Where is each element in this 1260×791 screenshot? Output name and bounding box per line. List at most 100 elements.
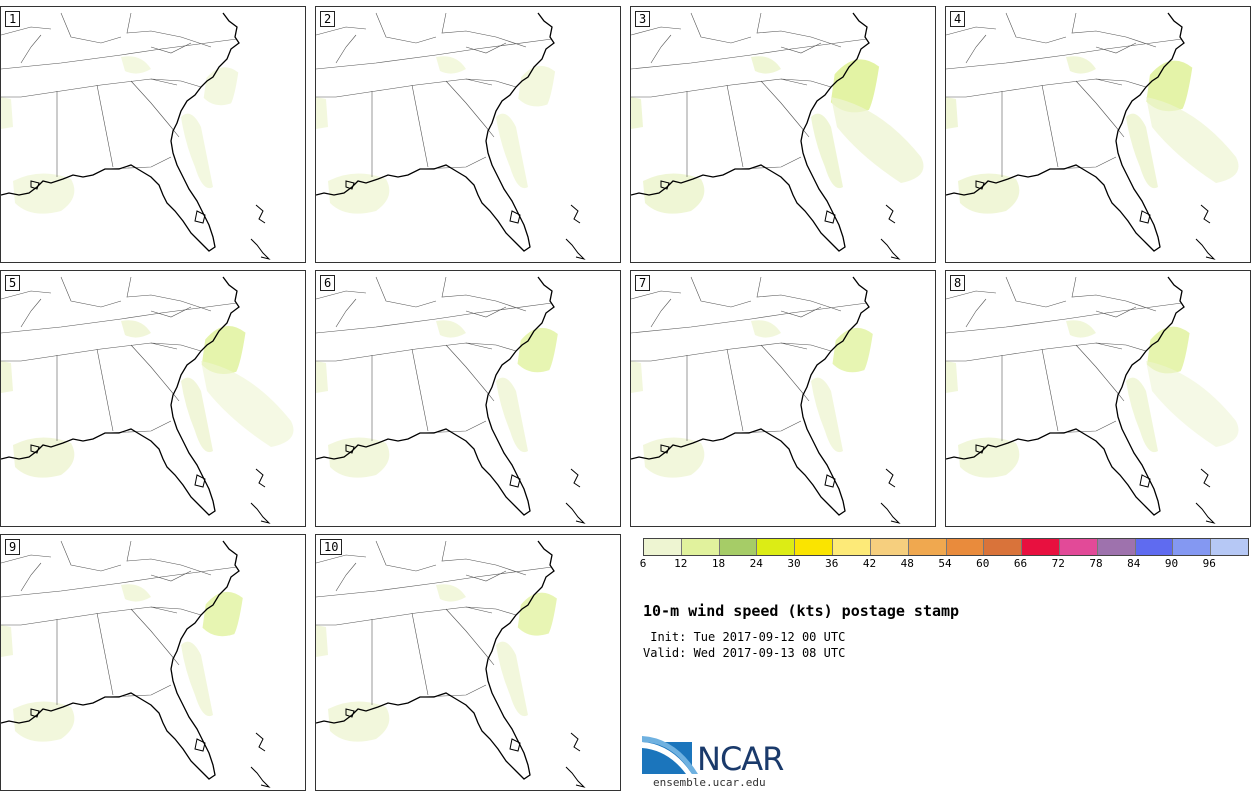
- wind-swath: [811, 113, 843, 189]
- state-boundary: [96, 348, 114, 432]
- island-outline: [660, 180, 670, 190]
- island-outline: [880, 238, 901, 260]
- wind-swath: [946, 97, 958, 129]
- colorbar-tick-label: 36: [825, 557, 839, 570]
- wind-swath: [316, 361, 328, 393]
- state-boundary: [946, 38, 1183, 70]
- state-boundary: [734, 420, 802, 434]
- state-boundary: [465, 42, 507, 54]
- map-panel-6: 6: [315, 270, 621, 527]
- state-boundary: [1095, 78, 1123, 86]
- state-boundary: [130, 80, 180, 138]
- island-outline: [975, 180, 985, 190]
- island-outline: [30, 708, 40, 718]
- colorbar-swatch: [757, 539, 796, 555]
- state-boundary: [445, 344, 495, 402]
- wind-swath: [13, 701, 75, 742]
- state-boundary: [946, 26, 997, 36]
- state-boundary: [1071, 12, 1157, 48]
- state-boundary: [20, 34, 42, 64]
- state-boundary: [150, 42, 192, 54]
- map-panel-3-plot: [631, 12, 924, 260]
- island-outline: [509, 210, 521, 224]
- state-boundary: [965, 342, 1147, 362]
- state-boundary: [150, 306, 192, 318]
- state-boundary: [335, 34, 357, 64]
- colorbar-tick-label: 48: [900, 557, 914, 570]
- colorbar-tick-label: 30: [787, 557, 801, 570]
- island-outline: [194, 474, 206, 488]
- state-boundary: [20, 78, 202, 98]
- wind-swath: [631, 361, 643, 393]
- state-boundary: [375, 540, 437, 572]
- wind-swath: [1066, 56, 1096, 74]
- wind-swath-offshore: [1146, 361, 1239, 447]
- state-boundary: [20, 342, 202, 362]
- coastline: [1, 12, 240, 252]
- island-outline: [824, 474, 836, 488]
- state-boundary: [965, 298, 987, 328]
- colorbar-tick-label: 78: [1089, 557, 1103, 570]
- island-outline: [660, 444, 670, 454]
- state-boundary: [96, 612, 114, 696]
- map-panel-5: 5: [0, 270, 306, 527]
- state-boundary: [20, 562, 42, 592]
- state-boundary: [1, 554, 52, 564]
- state-boundary: [650, 342, 832, 362]
- state-boundary: [946, 302, 1183, 334]
- colorbar-swatch: [719, 539, 758, 555]
- island-outline: [824, 210, 836, 224]
- state-boundary: [126, 540, 212, 576]
- island-outline: [1200, 204, 1211, 224]
- wind-swath: [316, 625, 328, 657]
- island-outline: [194, 738, 206, 752]
- map-panel-8: 8: [945, 270, 1251, 527]
- state-boundary: [316, 302, 553, 334]
- state-boundary: [780, 306, 822, 318]
- map-panel-1: 1: [0, 6, 306, 263]
- island-outline: [250, 766, 271, 788]
- state-boundary: [316, 290, 367, 300]
- init-time: Init: Tue 2017-09-12 00 UTC: [643, 630, 846, 644]
- wind-swath: [751, 320, 781, 338]
- wind-swath: [316, 97, 328, 129]
- state-boundary: [20, 606, 202, 626]
- island-outline: [250, 502, 271, 524]
- state-boundary: [1, 290, 52, 300]
- colorbar-tick-label: 96: [1202, 557, 1216, 570]
- wind-swath: [958, 437, 1020, 478]
- state-boundary: [465, 606, 493, 614]
- wind-swath: [203, 67, 239, 106]
- wind-swath: [121, 56, 151, 74]
- colorbar-swatch: [908, 539, 947, 555]
- wind-swath: [328, 173, 390, 214]
- state-boundary: [946, 290, 997, 300]
- island-outline: [885, 204, 896, 224]
- island-outline: [1195, 238, 1216, 260]
- state-boundary: [965, 34, 987, 64]
- wind-swath: [1, 361, 13, 393]
- state-boundary: [1075, 344, 1125, 402]
- state-boundary: [130, 344, 180, 402]
- panel-number: 6: [320, 275, 336, 291]
- state-boundary: [690, 276, 752, 308]
- map-panel-1-plot: [1, 12, 271, 260]
- island-outline: [250, 238, 271, 260]
- state-boundary: [96, 84, 114, 168]
- colorbar-swatch: [795, 539, 834, 555]
- state-boundary: [104, 420, 172, 434]
- state-boundary: [726, 348, 744, 432]
- state-boundary: [1049, 156, 1117, 170]
- wind-swath: [946, 361, 958, 393]
- state-boundary: [760, 344, 810, 402]
- wind-swath: [181, 113, 213, 189]
- colorbar-tick-label: 42: [862, 557, 877, 570]
- state-boundary: [465, 306, 507, 318]
- colorbar-swatch: [870, 539, 909, 555]
- coastline: [631, 276, 870, 516]
- wind-swath: [811, 377, 843, 453]
- wind-swath: [496, 641, 528, 717]
- colorbar-swatch: [1173, 539, 1212, 555]
- state-boundary: [631, 38, 868, 70]
- state-boundary: [104, 684, 172, 698]
